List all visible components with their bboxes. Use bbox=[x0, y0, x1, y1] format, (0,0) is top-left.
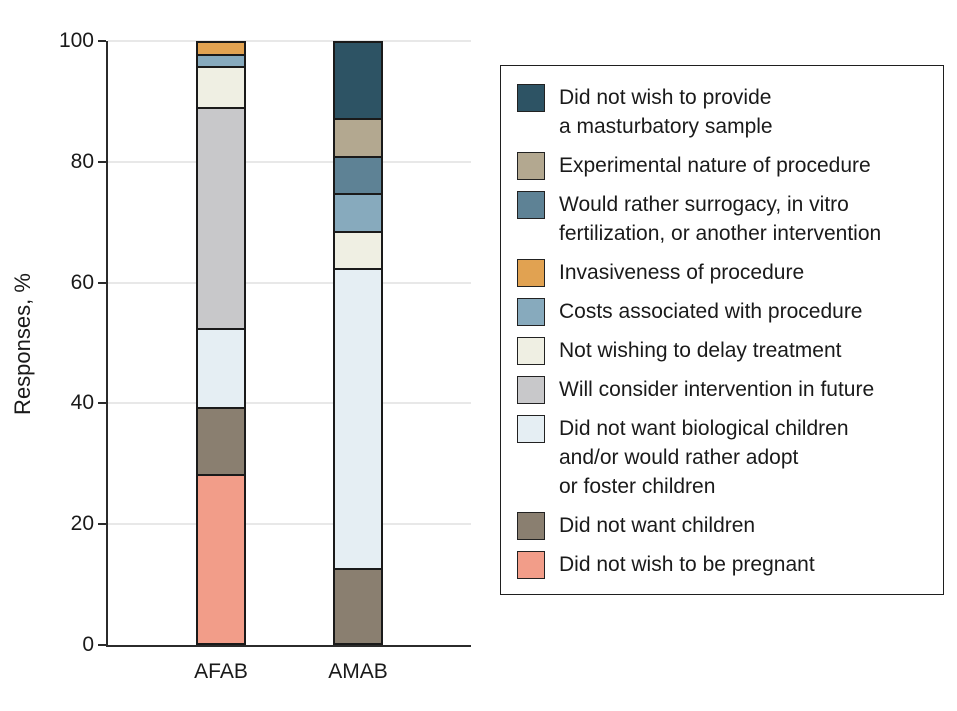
bar-segment bbox=[335, 230, 381, 268]
legend-swatch bbox=[517, 259, 545, 287]
bar-amab bbox=[333, 41, 383, 645]
y-tick-label: 80 bbox=[70, 150, 94, 173]
x-axis-line bbox=[106, 645, 471, 647]
legend-label: Experimental nature of procedure bbox=[559, 154, 871, 177]
bar-segment bbox=[198, 66, 244, 108]
bar-segment bbox=[198, 473, 244, 643]
legend-swatch bbox=[517, 337, 545, 365]
legend-swatch bbox=[517, 84, 545, 112]
bar-segment bbox=[335, 193, 381, 231]
legend-label: Not wishing to delay treatment bbox=[559, 339, 842, 362]
gridline bbox=[108, 402, 471, 404]
category-label-amab: AMAB bbox=[328, 660, 388, 683]
legend-item: Would rather surrogacy, in vitro fertili… bbox=[517, 190, 929, 248]
legend-label: Would rather surrogacy, in vitro fertili… bbox=[559, 193, 882, 245]
gridline bbox=[108, 161, 471, 163]
y-tick-label: 40 bbox=[70, 391, 94, 414]
bar-segment bbox=[198, 43, 244, 55]
legend-item: Did not want children bbox=[517, 511, 929, 540]
legend-item: Will consider intervention in future bbox=[517, 375, 929, 404]
gridline bbox=[108, 282, 471, 284]
legend-label: Did not wish to provide a masturbatory s… bbox=[559, 86, 773, 138]
y-tick-label: 100 bbox=[58, 29, 94, 52]
legend-swatch bbox=[517, 551, 545, 579]
plot-area bbox=[106, 40, 471, 647]
legend-swatch bbox=[517, 298, 545, 326]
legend-item: Invasiveness of procedure bbox=[517, 258, 929, 287]
bar-segment bbox=[198, 328, 244, 408]
y-tick-mark bbox=[98, 523, 106, 525]
y-tick-mark bbox=[98, 282, 106, 284]
legend-swatch bbox=[517, 415, 545, 443]
legend-item: Did not want biological children and/or … bbox=[517, 414, 929, 501]
legend-item: Did not wish to be pregnant bbox=[517, 550, 929, 579]
legend-label: Did not want children bbox=[559, 514, 756, 537]
legend-swatch bbox=[517, 376, 545, 404]
bar-segment bbox=[335, 118, 381, 156]
legend-swatch bbox=[517, 191, 545, 219]
legend-label: Costs associated with procedure bbox=[559, 300, 863, 323]
y-tick-label: 20 bbox=[70, 512, 94, 535]
y-axis-title: Responses, % bbox=[10, 273, 35, 415]
legend-item: Not wishing to delay treatment bbox=[517, 336, 929, 365]
legend-label: Will consider intervention in future bbox=[559, 378, 875, 401]
y-tick-label: 0 bbox=[82, 633, 94, 656]
bar-segment bbox=[335, 43, 381, 118]
bar-afab bbox=[196, 41, 246, 645]
legend-label: Did not want biological children and/or … bbox=[559, 417, 849, 498]
legend-item: Did not wish to provide a masturbatory s… bbox=[517, 83, 929, 141]
bar-segment bbox=[335, 268, 381, 568]
bar-segment bbox=[198, 54, 244, 67]
y-tick-mark bbox=[98, 402, 106, 404]
bar-segment bbox=[335, 155, 381, 193]
legend-item: Costs associated with procedure bbox=[517, 297, 929, 326]
legend-label: Did not wish to be pregnant bbox=[559, 553, 815, 576]
legend-box: Did not wish to provide a masturbatory s… bbox=[500, 65, 944, 595]
y-tick-mark bbox=[98, 644, 106, 646]
legend-item: Experimental nature of procedure bbox=[517, 151, 929, 180]
y-tick-label: 60 bbox=[70, 271, 94, 294]
legend-swatch bbox=[517, 152, 545, 180]
bar-segment bbox=[335, 568, 381, 643]
legend-label: Invasiveness of procedure bbox=[559, 261, 805, 284]
bar-segment bbox=[198, 407, 244, 474]
category-label-afab: AFAB bbox=[194, 660, 248, 683]
legend-swatch bbox=[517, 512, 545, 540]
y-tick-mark bbox=[98, 40, 106, 42]
gridline bbox=[108, 523, 471, 525]
gridline bbox=[108, 40, 471, 42]
y-tick-mark bbox=[98, 161, 106, 163]
bar-segment bbox=[198, 107, 244, 329]
y-axis-line bbox=[106, 41, 108, 645]
